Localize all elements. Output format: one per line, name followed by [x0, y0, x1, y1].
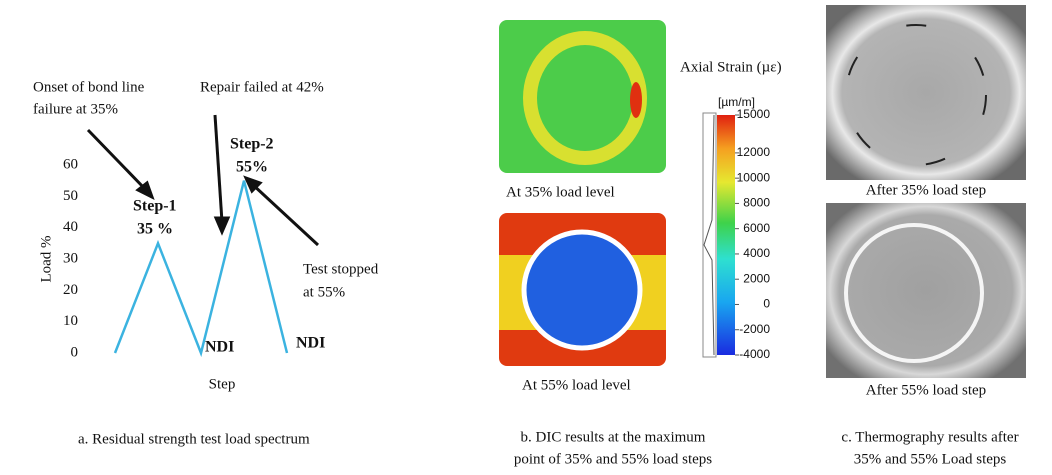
colorbar-tick-label: -2000 — [739, 322, 770, 336]
y-tick-label: 40 — [63, 219, 78, 235]
thermo-edge — [844, 223, 984, 363]
annotation: 55% — [236, 159, 268, 176]
colorbar-tick-label: 6000 — [743, 221, 770, 235]
annotation: Step-1 — [133, 198, 177, 215]
image-label: After 35% load step — [866, 182, 986, 198]
caption: b. DIC results at the maximum — [521, 429, 706, 445]
dic-core — [521, 229, 643, 351]
image-label: At 55% load level — [522, 377, 631, 393]
colorbar-tick-label: 15000 — [737, 107, 771, 121]
colorbar-title: Axial Strain (µε) — [680, 59, 782, 75]
y-tick-label: 60 — [63, 156, 78, 172]
arrows — [86, 114, 320, 247]
annotation: Repair failed at 42% — [200, 79, 324, 95]
annotation: NDI — [296, 335, 325, 352]
colorbar-tick-label: 4000 — [743, 246, 770, 260]
line — [113, 180, 289, 358]
caption: point of 35% and 55% load steps — [514, 451, 712, 467]
annotation: NDI — [205, 339, 234, 356]
x-axis-label: Step — [209, 376, 236, 392]
annotation: Onset of bond line — [33, 79, 145, 95]
y-tick-label: 30 — [63, 250, 78, 266]
annotation: failure at 35% — [33, 101, 118, 117]
image-label: After 55% load step — [866, 382, 986, 398]
thermo-image — [826, 203, 1026, 378]
colorbar-frame — [702, 112, 717, 358]
histogram — [703, 114, 715, 356]
colorbar-tick-label: -4000 — [739, 347, 770, 361]
y-tick-label: 10 — [63, 313, 78, 329]
colorbar-unit: [µm/m] — [718, 95, 755, 109]
colorbar-tick-label: 12000 — [737, 145, 771, 159]
colorbar-tick-label: 8000 — [743, 196, 770, 210]
caption: 35% and 55% Load steps — [854, 451, 1007, 467]
colorbar-tick-label: 10000 — [737, 170, 771, 184]
dic-hot — [630, 82, 642, 118]
annotation: Step-2 — [230, 136, 274, 153]
y-tick-label: 50 — [63, 188, 78, 204]
annotation: 35 % — [137, 221, 173, 238]
colorbar — [717, 115, 735, 355]
colorbar-tick-label: 2000 — [743, 271, 770, 285]
colorbar-tick-label: 0 — [763, 297, 770, 311]
y-tick-label: 20 — [63, 282, 78, 298]
thermo-edge — [845, 24, 987, 166]
caption: a. Residual strength test load spectrum — [78, 431, 310, 447]
y-tick-label: 0 — [71, 344, 79, 360]
image-label: At 35% load level — [506, 184, 615, 200]
y-axis-label: Load % — [38, 235, 54, 282]
annotation: Test stopped — [303, 261, 379, 277]
annotation: at 55% — [303, 284, 345, 300]
thermo-image — [826, 5, 1026, 180]
caption: c. Thermography results after — [841, 429, 1018, 445]
